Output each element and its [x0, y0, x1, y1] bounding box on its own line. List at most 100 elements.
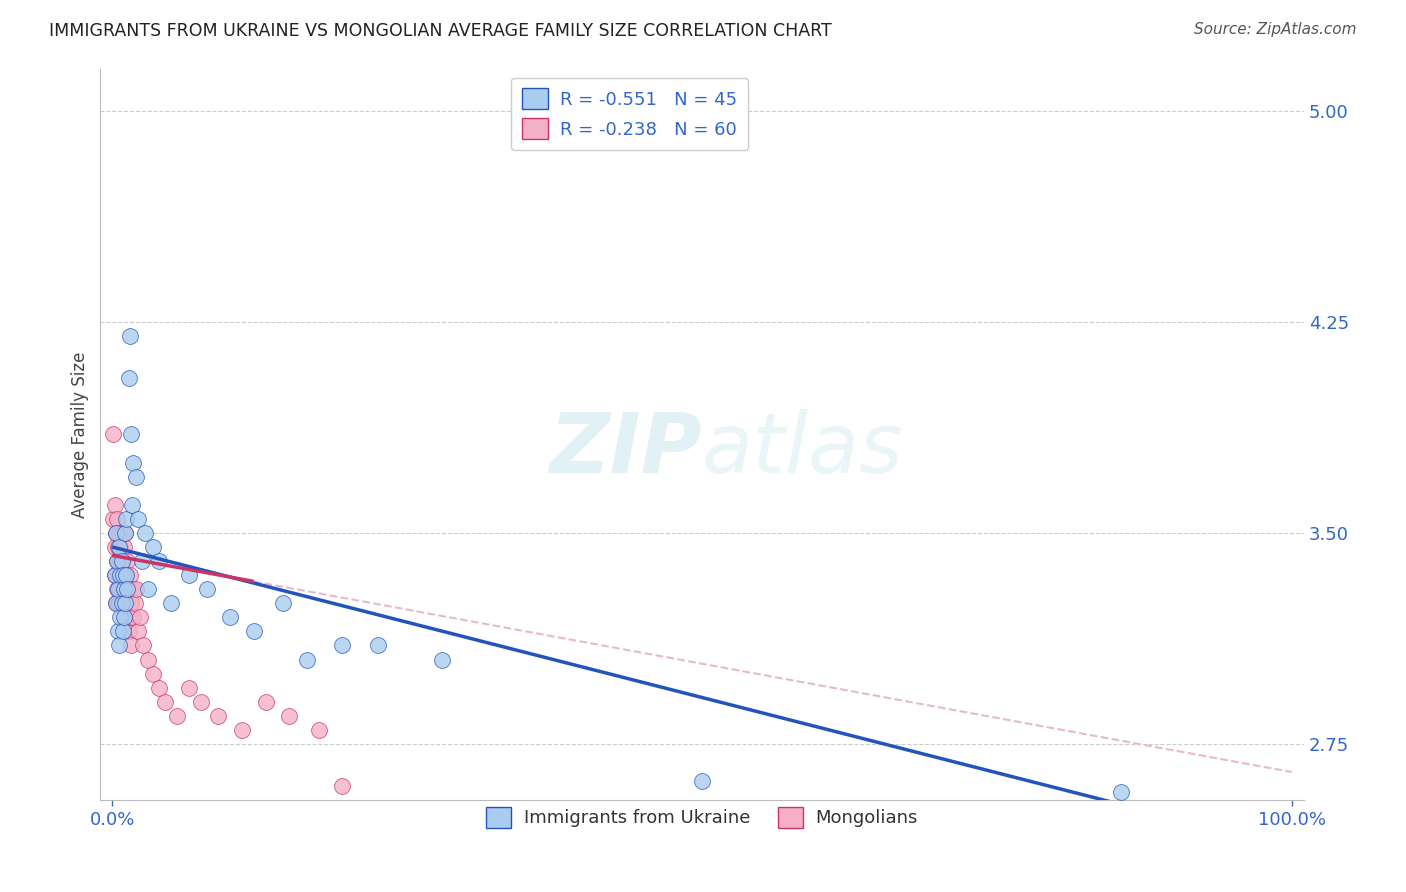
Text: IMMIGRANTS FROM UKRAINE VS MONGOLIAN AVERAGE FAMILY SIZE CORRELATION CHART: IMMIGRANTS FROM UKRAINE VS MONGOLIAN AVE…	[49, 22, 832, 40]
Point	[105, 512, 128, 526]
Point	[112, 610, 135, 624]
Point	[115, 568, 138, 582]
Point	[108, 568, 131, 582]
Point	[112, 540, 135, 554]
Point	[110, 525, 132, 540]
Point	[142, 540, 165, 554]
Point	[127, 512, 149, 526]
Point	[114, 596, 136, 610]
Point	[295, 652, 318, 666]
Point	[134, 525, 156, 540]
Point	[115, 512, 138, 526]
Point	[160, 596, 183, 610]
Point	[110, 610, 132, 624]
Point	[103, 498, 125, 512]
Point	[112, 568, 135, 582]
Point	[190, 695, 212, 709]
Point	[104, 525, 127, 540]
Point	[110, 554, 132, 568]
Point	[110, 568, 132, 582]
Point	[114, 525, 136, 540]
Point	[118, 610, 141, 624]
Point	[155, 695, 177, 709]
Point	[148, 554, 170, 568]
Point	[103, 568, 125, 582]
Point	[105, 554, 128, 568]
Point	[231, 723, 253, 737]
Point	[118, 568, 141, 582]
Point	[110, 568, 132, 582]
Y-axis label: Average Family Size: Average Family Size	[72, 351, 89, 517]
Point	[111, 624, 134, 639]
Point	[110, 596, 132, 610]
Point	[121, 498, 143, 512]
Point	[367, 639, 389, 653]
Point	[207, 708, 229, 723]
Point	[131, 554, 153, 568]
Point	[104, 596, 127, 610]
Point	[121, 582, 143, 596]
Point	[107, 624, 129, 639]
Point	[115, 568, 138, 582]
Point	[104, 525, 127, 540]
Point	[195, 582, 218, 596]
Text: atlas: atlas	[702, 409, 904, 490]
Point	[125, 582, 148, 596]
Text: ZIP: ZIP	[550, 409, 702, 490]
Point	[118, 624, 141, 639]
Point	[690, 773, 713, 788]
Point	[118, 371, 141, 385]
Point	[112, 596, 135, 610]
Point	[104, 596, 127, 610]
Point	[117, 596, 139, 610]
Point	[105, 582, 128, 596]
Point	[120, 596, 142, 610]
Point	[1109, 785, 1132, 799]
Point	[103, 568, 125, 582]
Point	[142, 666, 165, 681]
Point	[108, 596, 131, 610]
Point	[108, 639, 131, 653]
Point	[136, 582, 159, 596]
Point	[136, 652, 159, 666]
Point	[271, 596, 294, 610]
Point	[122, 456, 145, 470]
Point	[127, 624, 149, 639]
Point	[148, 681, 170, 695]
Point	[117, 582, 139, 596]
Point	[107, 596, 129, 610]
Point	[120, 639, 142, 653]
Point	[110, 540, 132, 554]
Point	[120, 427, 142, 442]
Point	[122, 610, 145, 624]
Point	[108, 525, 131, 540]
Point	[114, 582, 136, 596]
Point	[115, 610, 138, 624]
Point	[177, 568, 200, 582]
Point	[103, 512, 125, 526]
Point	[103, 540, 125, 554]
Point	[129, 610, 152, 624]
Point	[105, 554, 128, 568]
Point	[219, 610, 242, 624]
Point	[242, 624, 264, 639]
Point	[111, 582, 134, 596]
Point	[117, 554, 139, 568]
Point	[114, 525, 136, 540]
Point	[110, 582, 132, 596]
Point	[108, 540, 131, 554]
Point	[118, 582, 141, 596]
Point	[308, 723, 330, 737]
Point	[432, 652, 454, 666]
Point	[254, 695, 277, 709]
Point	[125, 469, 148, 483]
Point	[103, 427, 125, 442]
Point	[110, 554, 132, 568]
Point	[111, 568, 134, 582]
Point	[330, 779, 353, 793]
Point	[107, 540, 129, 554]
Point	[118, 329, 141, 343]
Point	[111, 554, 134, 568]
Point	[112, 582, 135, 596]
Point	[104, 568, 127, 582]
